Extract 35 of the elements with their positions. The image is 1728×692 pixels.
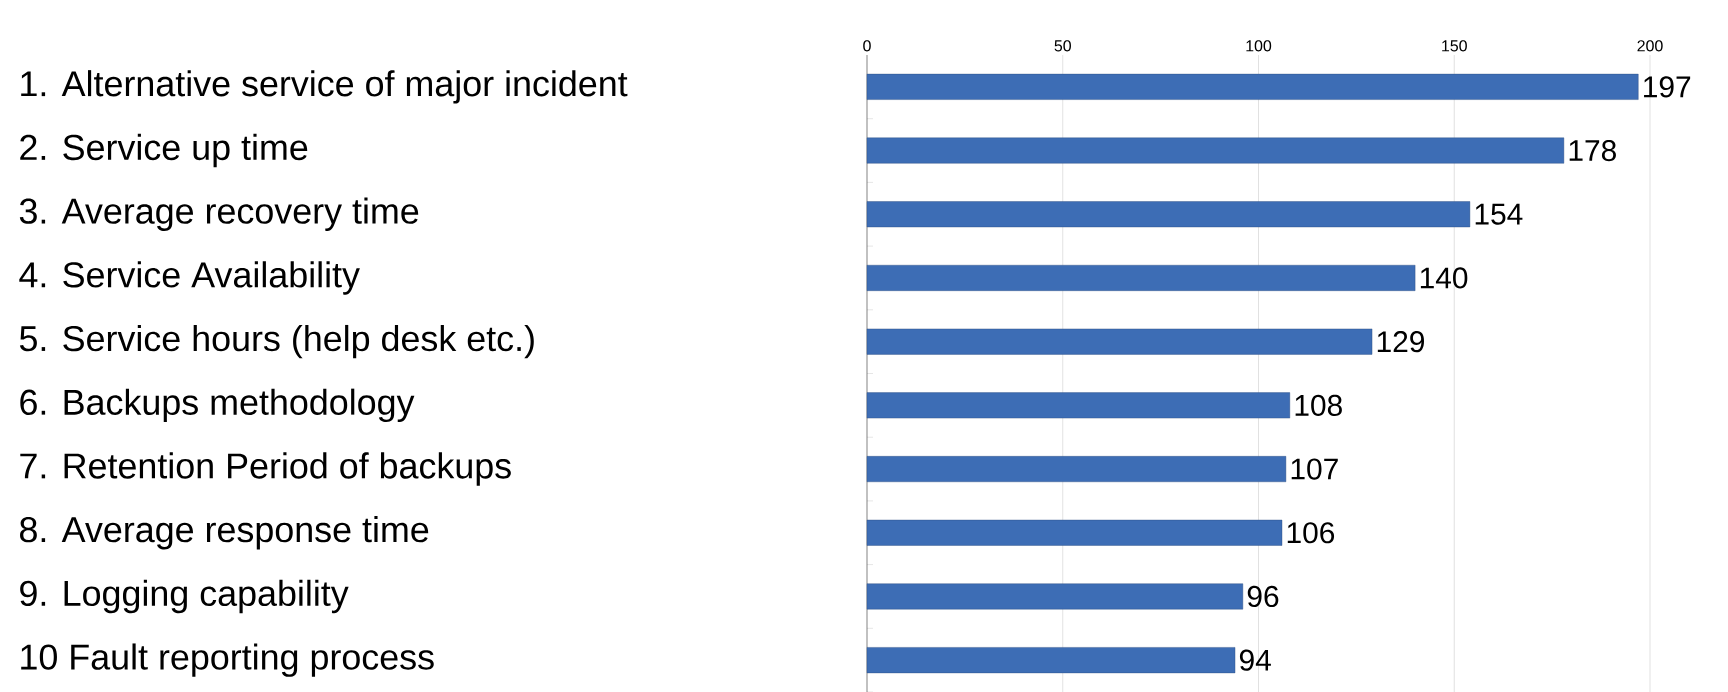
data-label: 107 bbox=[1291, 458, 1338, 480]
data-label: 140 bbox=[1420, 267, 1468, 289]
bar bbox=[866, 519, 1283, 546]
data-label: 106 bbox=[1287, 522, 1335, 544]
bar bbox=[866, 392, 1291, 419]
y-tick-label: 2. Service up time bbox=[20, 133, 308, 168]
data-label: 154 bbox=[1475, 203, 1523, 225]
bar bbox=[866, 583, 1244, 610]
y-tick-label: 1. Alternative service of major incident bbox=[21, 70, 628, 104]
bar bbox=[866, 265, 1416, 291]
y-tick-label: 8. Average response time bbox=[20, 516, 429, 550]
bar bbox=[866, 647, 1236, 674]
y-tick-label: 5. Service hours (help desk etc.) bbox=[19, 324, 534, 359]
data-label: 94 bbox=[1239, 649, 1271, 671]
bar bbox=[866, 456, 1287, 482]
x-tick-label: 200 bbox=[1637, 40, 1663, 52]
data-label: 197 bbox=[1644, 76, 1691, 98]
y-tick-label: 3. Average recovery time bbox=[19, 197, 419, 231]
bar bbox=[866, 137, 1565, 164]
data-label: 129 bbox=[1377, 331, 1424, 353]
y-tick-label: 7. Retention Period of backups bbox=[20, 452, 511, 486]
bar bbox=[866, 328, 1373, 355]
data-label: 178 bbox=[1569, 139, 1616, 162]
bar bbox=[866, 73, 1639, 100]
y-tick-label: 6. Backups methodology bbox=[20, 388, 415, 423]
data-label: 96 bbox=[1247, 585, 1279, 608]
y-tick-label: 4. Service Availability bbox=[19, 261, 360, 295]
bar bbox=[866, 201, 1471, 228]
y-tick-label: 10 Fault reporting process bbox=[21, 643, 434, 677]
x-tick-label: 50 bbox=[1054, 40, 1071, 52]
x-tick-label: 0 bbox=[863, 40, 871, 52]
x-tick-label: 100 bbox=[1246, 40, 1272, 52]
x-tick-label: 150 bbox=[1442, 40, 1467, 52]
data-label: 108 bbox=[1295, 394, 1342, 416]
y-tick-label: 9. Logging capability bbox=[20, 579, 349, 614]
